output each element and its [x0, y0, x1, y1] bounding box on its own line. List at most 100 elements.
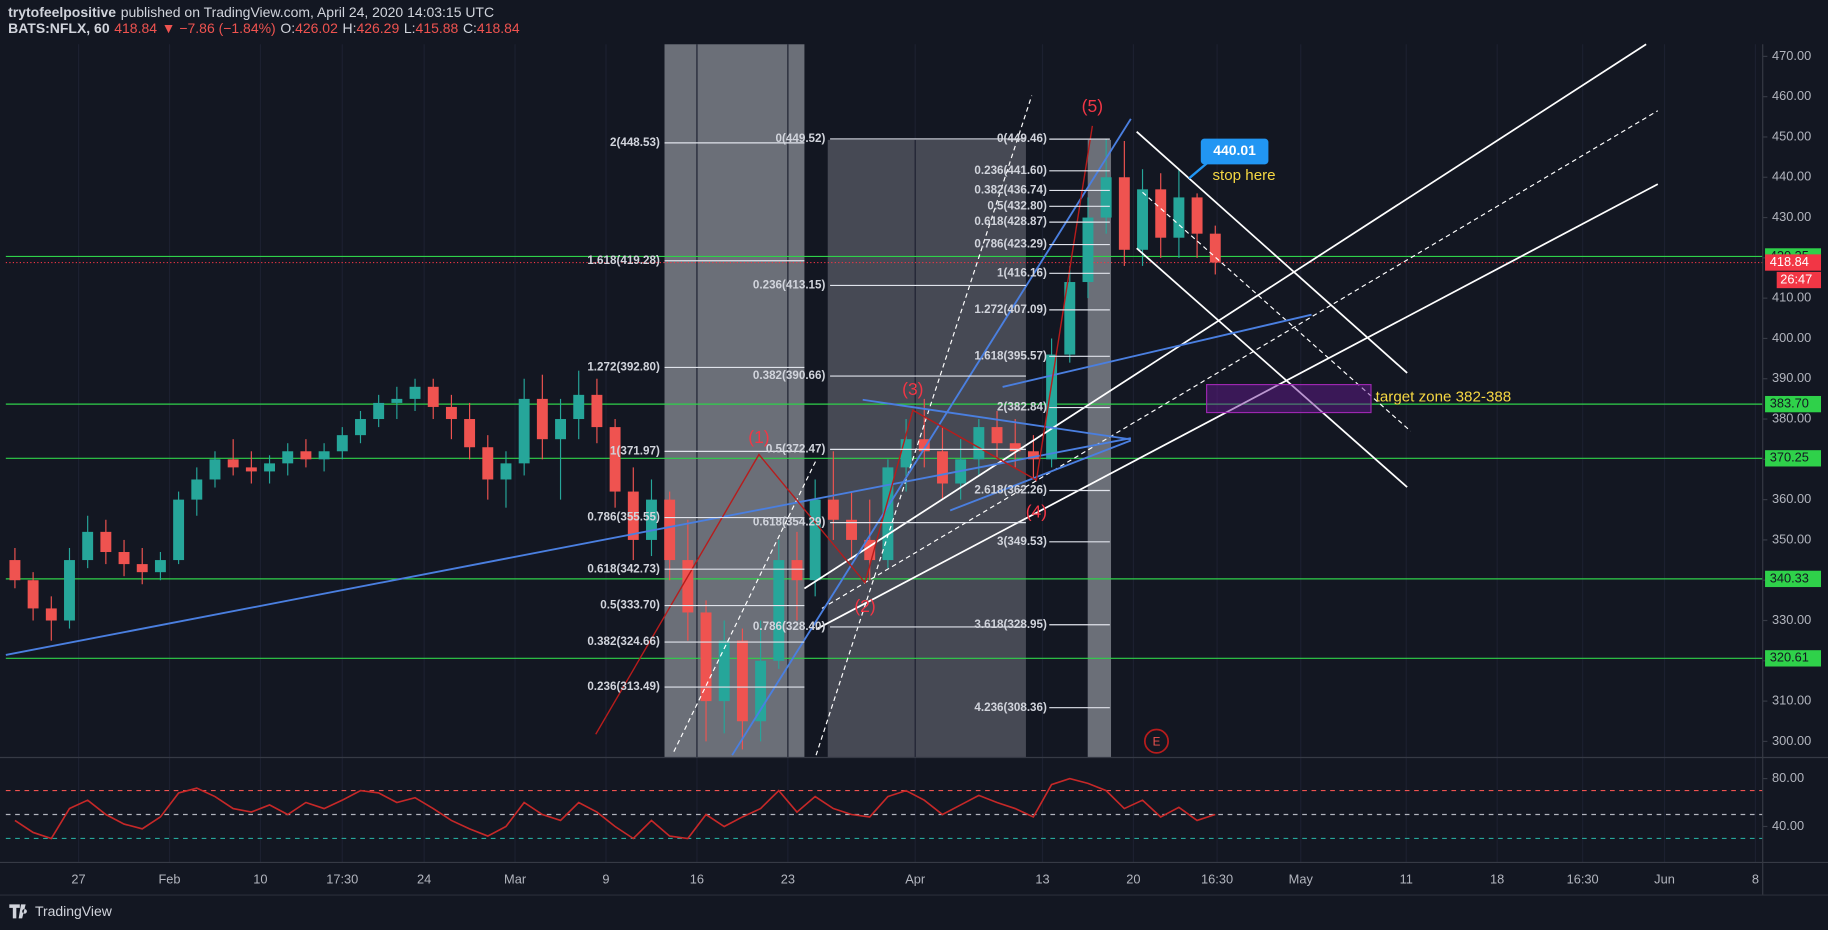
fib-label: 0.786(423.29) [974, 238, 1047, 251]
x-tick-label: 23 [781, 871, 795, 886]
fib-label: 1.272(392.80) [587, 361, 660, 374]
candle-body [518, 398, 530, 464]
x-tick-label: 10 [253, 871, 267, 886]
price: 418.84 [114, 20, 157, 36]
candle-body [773, 560, 785, 661]
fib-label: 0.382(324.66) [587, 635, 660, 648]
fib-label: 0.236(313.49) [587, 680, 660, 693]
ohlc-label: H: [343, 20, 357, 36]
countdown-box [1776, 271, 1822, 289]
drawings: target zone 382-388 440.01 stop here E (… [5, 43, 1659, 756]
y-tick-label: 390.00 [1772, 370, 1811, 385]
x-tick-label: 20 [1126, 871, 1140, 886]
blue-lines [5, 118, 1312, 756]
ohlc-value: 426.02 [295, 20, 338, 36]
candle-body [173, 499, 185, 561]
x-tick-label: 27 [71, 871, 85, 886]
candle-body [827, 499, 839, 520]
y-tick-label: 460.00 [1772, 88, 1811, 103]
candle-body [682, 560, 694, 613]
candle-body [154, 560, 166, 573]
x-tick-label: Mar [504, 871, 527, 886]
candle-body [9, 560, 21, 581]
fib-label: 1.272(407.09) [974, 303, 1047, 316]
trend-line [821, 110, 1659, 609]
candle-body [573, 394, 585, 420]
candle-body [336, 435, 348, 452]
rsi-line [14, 777, 1216, 840]
wave-label: (2) [854, 596, 875, 616]
symbol-line: BATS:NFLX, 60 418.84 ▼ −7.86 (−1.84%) O:426… [8, 20, 520, 36]
earnings-label: E [1153, 735, 1161, 748]
candle-body [918, 439, 930, 452]
fib-label: 2(382.84) [997, 401, 1047, 414]
fib-label: 1.618(395.57) [974, 349, 1047, 362]
x-tick-label: Apr [905, 871, 926, 886]
rsi-tick-label: 80.00 [1772, 770, 1804, 785]
fib-label: 0.5(372.47) [766, 442, 826, 455]
axes: 300.00310.00320.00330.00340.00350.00360.… [71, 48, 1822, 886]
trend-line [5, 437, 1132, 656]
candle-body [227, 459, 239, 468]
fib-label: 0.236(413.15) [753, 279, 826, 292]
fib-label: 0.5(333.70) [600, 599, 660, 612]
x-tick-label: 18 [1490, 871, 1504, 886]
candle-body [1155, 189, 1167, 238]
wave-label: (1) [748, 427, 769, 447]
trend-line [1142, 191, 1412, 432]
published: published on TradingView.com, April 24, … [121, 4, 494, 20]
last-price-box [1765, 254, 1822, 271]
candle-body [1027, 451, 1039, 460]
wave-label: (3) [902, 379, 923, 399]
last-price-label: 418.84 [1770, 254, 1809, 269]
y-tick-label: 470.00 [1772, 48, 1811, 63]
wave-path [595, 125, 1094, 735]
x-tick-label: 17:30 [326, 871, 358, 886]
candle-body [1137, 189, 1148, 250]
x-tick-label: 9 [602, 871, 609, 886]
trend-line [673, 460, 817, 752]
x-tick-label: 16:30 [1201, 871, 1233, 886]
candle-body [591, 394, 603, 428]
level-label: 320.61 [1770, 650, 1809, 665]
rsi-pane [5, 777, 1763, 840]
trend-line [815, 95, 1033, 756]
level-box [1765, 650, 1822, 667]
candle-body [718, 640, 730, 702]
candle-body [900, 439, 912, 468]
wave-label: (5) [1082, 96, 1103, 116]
fib-label: 0.786(328.40) [753, 620, 826, 633]
candle-body [791, 560, 803, 581]
y-tick-label: 310.00 [1772, 692, 1811, 707]
fib-label: 0.5(432.80) [987, 199, 1047, 212]
y-tick-label: 410.00 [1772, 290, 1811, 305]
candle-body [1118, 177, 1130, 250]
candle-body [282, 451, 294, 464]
ohlc-value: 426.29 [356, 20, 399, 36]
channel [673, 43, 1659, 756]
x-tick-label: 16 [690, 871, 704, 886]
y-tick-label: 400.00 [1772, 330, 1811, 345]
x-tick-label: Jun [1654, 871, 1675, 886]
trend-line [1136, 247, 1408, 488]
candle-body [427, 386, 439, 407]
x-tick-label: 8 [1752, 871, 1759, 886]
level-box [1765, 570, 1822, 588]
shaded-ranges [664, 44, 1112, 758]
trend-line [1136, 131, 1408, 374]
fib-label: 0(449.46) [997, 132, 1047, 145]
fib-label: 1(416.16) [997, 266, 1047, 279]
candle-body [882, 467, 894, 561]
candle-body [937, 451, 948, 484]
trend-line [815, 183, 1659, 631]
candle-body [100, 531, 112, 553]
earnings-marker [1143, 728, 1170, 754]
x-tick-label: 16:30 [1567, 871, 1599, 886]
candle-body [64, 560, 75, 621]
trend-line [731, 118, 1132, 756]
ohlc-label: O: [280, 20, 295, 36]
fib-label: 0.618(342.73) [587, 562, 660, 575]
candle-body [409, 386, 421, 399]
x-tick-label: 11 [1400, 871, 1413, 886]
